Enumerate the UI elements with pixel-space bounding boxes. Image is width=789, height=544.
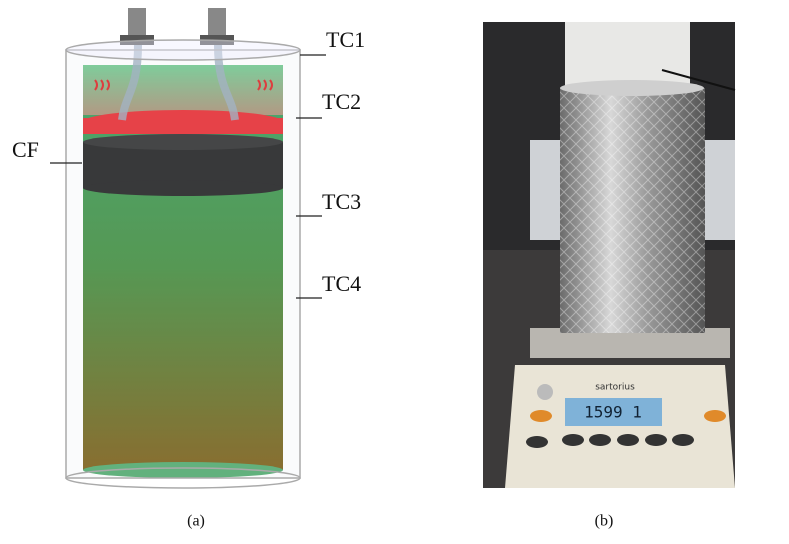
button	[530, 410, 552, 422]
brand: sartorius	[595, 383, 635, 393]
label: CF	[12, 137, 39, 162]
button	[537, 384, 553, 400]
figure: TC1 TC2 CF TC3 TC4 (a) 1599 1 sartorius	[0, 0, 789, 544]
caption: (a)	[187, 513, 205, 530]
button	[704, 410, 726, 422]
blocks	[700, 140, 735, 240]
label: TC4	[322, 271, 361, 296]
foil-texture	[560, 88, 705, 333]
panel-b: 1599 1 sartorius (b)	[483, 22, 735, 530]
panel-a: TC1 TC2 CF TC3 TC4 (a)	[12, 8, 365, 530]
pipe-fitting	[208, 8, 226, 38]
label: TC3	[322, 189, 361, 214]
label: TC2	[322, 89, 361, 114]
pipe-fitting	[128, 8, 146, 38]
cylinder-top	[560, 80, 704, 96]
label: TC1	[326, 27, 365, 52]
container	[66, 50, 300, 478]
display-reading: 1599 1	[584, 403, 642, 422]
caption: (b)	[595, 513, 614, 530]
container-top	[66, 40, 300, 60]
